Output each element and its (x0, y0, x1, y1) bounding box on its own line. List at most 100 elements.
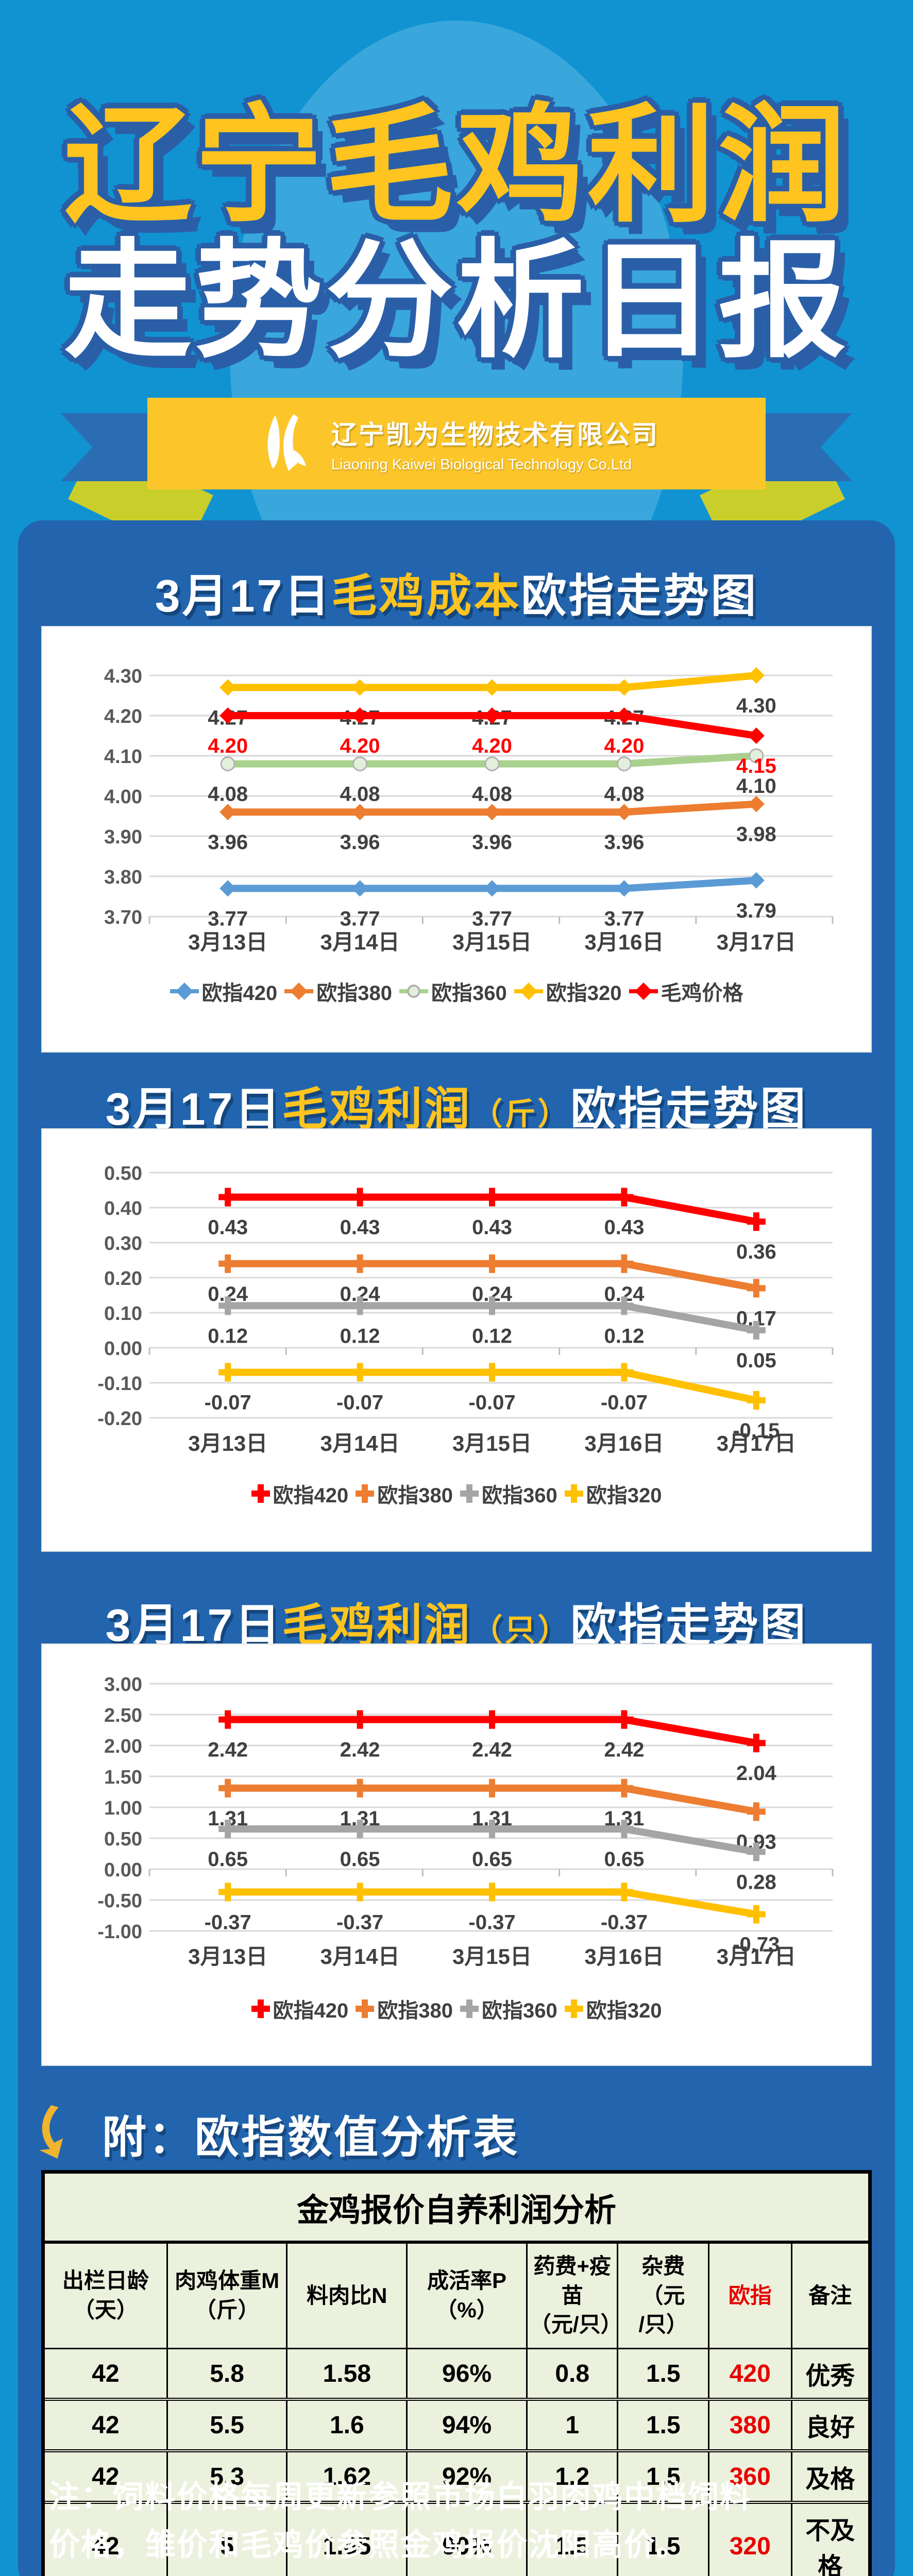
table-body: 金鸡报价自养利润分析 出栏日龄 （天） 肉鸡体重M （斤） 料肉比N 成活率P （%）药… (42, 2171, 871, 2576)
table-cell: 不及格 (790, 2501, 871, 2576)
table-cell: 90% (406, 2501, 528, 2576)
legend-marker-icon (170, 982, 199, 1000)
svg-text:0.10: 0.10 (104, 1303, 142, 1325)
company-banner: 辽宁凯为生物技术有限公司 Liaoning Kaiwei Biological … (147, 398, 766, 489)
profit-per-bird-chart: 3.00 2.50 2.00 1.50 1.00 0.50 0.00 -0.50 -1.00 3月… (97, 1674, 834, 1969)
legend-label: 欧指360 (431, 982, 507, 1005)
profit-bird-chart-card: 3.00 2.50 2.00 1.50 1.00 0.50 0.00 -0.50 -1.00 3月… (41, 1643, 872, 2066)
table-header-row: 出栏日龄 （天） 肉鸡体重M （斤） 料肉比N 成活率P （%） 药费+疫苗 （元/只）… (42, 2241, 871, 2350)
svg-text:4.08: 4.08 (340, 783, 380, 806)
company-name-block: 辽宁凯为生物技术有限公司 Liaoning Kaiwei Biological … (331, 414, 659, 473)
legend-marker-icon (251, 1999, 270, 2018)
svg-text:3.96: 3.96 (340, 831, 380, 854)
legend-marker-icon (399, 982, 428, 1000)
legend-item: 欧指380 (356, 1994, 453, 2024)
curved-arrow-icon (35, 2105, 89, 2161)
section-title-cost-chart: 3月17日毛鸡成本欧指走势图 (0, 560, 913, 625)
svg-text:3月14日: 3月14日 (320, 1431, 400, 1455)
table-cell: 1.5 (526, 2501, 619, 2576)
profit-per-jin-chart-legend: 欧指420 欧指380 欧指360 欧指320 (42, 1479, 871, 1509)
svg-text:4.08: 4.08 (472, 783, 512, 806)
legend-marker-icon (284, 982, 314, 1000)
svg-text:4.08: 4.08 (604, 783, 644, 806)
svg-text:3月14日: 3月14日 (320, 1944, 400, 1969)
svg-text:2.42: 2.42 (604, 1739, 644, 1761)
svg-text:4.10: 4.10 (104, 746, 142, 768)
svg-text:0.43: 0.43 (340, 1216, 380, 1239)
svg-text:4.20: 4.20 (340, 735, 380, 757)
svg-text:3月13日: 3月13日 (188, 1431, 267, 1455)
svg-text:4.30: 4.30 (736, 694, 776, 717)
svg-text:3.77: 3.77 (340, 907, 380, 930)
svg-text:0.50: 0.50 (104, 1828, 142, 1850)
svg-text:0.20: 0.20 (104, 1268, 142, 1290)
appendix-label: 附：欧指数值分析表 (102, 2113, 519, 2162)
legend-label: 欧指420 (201, 982, 278, 1005)
legend-item: 欧指320 (514, 976, 622, 1006)
svg-text:1.50: 1.50 (104, 1767, 142, 1788)
svg-text:3.90: 3.90 (104, 826, 142, 848)
footnote: 注：饲料价格每周更新参照市场白羽肉鸡中档饲料 价格，雏价和毛鸡价参照金鸡报价沈阳… (49, 2473, 873, 2569)
table-header-cell: 料肉比N (286, 2241, 408, 2350)
svg-text:0.43: 0.43 (208, 1216, 248, 1239)
table-cell: 1 (526, 2398, 619, 2452)
legend-label: 欧指380 (377, 1999, 453, 2022)
section-title-part: 欧指走势图 (570, 1083, 808, 1134)
svg-text:3.96: 3.96 (604, 831, 644, 854)
table-cell: 0.8 (526, 2348, 619, 2400)
table-cell: 1.5 (617, 2501, 709, 2576)
table-cell: 1.58 (286, 2348, 408, 2400)
legend-marker-icon (251, 1484, 270, 1503)
table-cell: 380 (708, 2398, 792, 2452)
profit-per-jin-chart: 0.50 0.40 0.30 0.20 0.10 0.00 -0.10 -0.20 3月13日 3… (97, 1163, 834, 1455)
table-cell: 96% (406, 2348, 528, 2400)
section-title-profit-jin-chart: 3月17日毛鸡利润（斤）欧指走势图 (0, 1073, 913, 1138)
table-header-cell: 药费+疫苗 （元/只） (526, 2241, 622, 2350)
svg-text:0.65: 0.65 (604, 1848, 644, 1871)
table-cell: 1.5 (617, 2348, 709, 2400)
legend-label: 欧指420 (273, 1484, 349, 1507)
svg-text:3月15日: 3月15日 (452, 930, 532, 954)
svg-text:0.00: 0.00 (104, 1859, 142, 1881)
section-title-part: 欧指走势图 (521, 570, 758, 621)
table-cell: 42 (42, 2348, 168, 2400)
svg-text:0.12: 0.12 (208, 1325, 248, 1347)
table-row: 42 5.3 1.62 92% 1.2 1.5 360 及格 (42, 2449, 871, 2503)
legend-marker-icon (460, 1999, 479, 2018)
cost-chart-card: 4.30 4.20 4.10 4.00 3.90 3.80 3.70 3月13日 3月14日 3月… (41, 626, 872, 1053)
legend-label: 欧指320 (586, 1999, 662, 2022)
legend-item: 欧指380 (356, 1479, 453, 1509)
svg-text:3月16日: 3月16日 (584, 1944, 664, 1969)
table-cell: 320 (708, 2501, 792, 2576)
table-cell: 1.62 (286, 2449, 408, 2503)
table-cell: 42 (42, 2398, 168, 2452)
section-title-part: 3月17日 (105, 1083, 282, 1134)
legend-item: 欧指360 (460, 1994, 557, 2024)
svg-text:4.20: 4.20 (208, 735, 248, 757)
legend-label: 欧指360 (482, 1999, 557, 2022)
svg-text:-0.20: -0.20 (97, 1408, 142, 1430)
table-cell: 5.8 (166, 2348, 288, 2400)
svg-text:3.00: 3.00 (104, 1674, 142, 1696)
section-title-part: 欧指走势图 (570, 1600, 808, 1651)
legend-item: 毛鸡价格 (629, 976, 743, 1006)
svg-text:3.79: 3.79 (736, 900, 776, 922)
section-title-part: 3月17日 (155, 570, 332, 621)
svg-text:-0.73: -0.73 (733, 1934, 780, 1956)
table-cell: 及格 (790, 2449, 871, 2503)
legend-marker-icon (356, 1999, 375, 2018)
svg-text:2.04: 2.04 (736, 1762, 777, 1785)
company-name-en: Liaoning Kaiwei Biological Technology Co… (331, 456, 632, 473)
svg-text:4.20: 4.20 (104, 706, 142, 727)
table-header-cell: 备注 (790, 2241, 871, 2350)
section-title-part: 毛鸡成本 (331, 570, 521, 621)
svg-text:3月13日: 3月13日 (188, 1944, 267, 1969)
svg-text:2.42: 2.42 (472, 1739, 512, 1761)
legend-label: 欧指420 (273, 1999, 349, 2022)
footnote-line1: 注：饲料价格每周更新参照市场白羽肉鸡中档饲料 (49, 2480, 752, 2514)
table-row: 42 5.8 1.58 96% 0.8 1.5 420 优秀 (42, 2348, 871, 2400)
legend-label: 毛鸡价格 (661, 982, 743, 1005)
table-header-cell: 欧指 (708, 2241, 792, 2350)
page-title-line2: 走势分析日报 (64, 229, 849, 372)
svg-text:0.28: 0.28 (736, 1871, 776, 1893)
